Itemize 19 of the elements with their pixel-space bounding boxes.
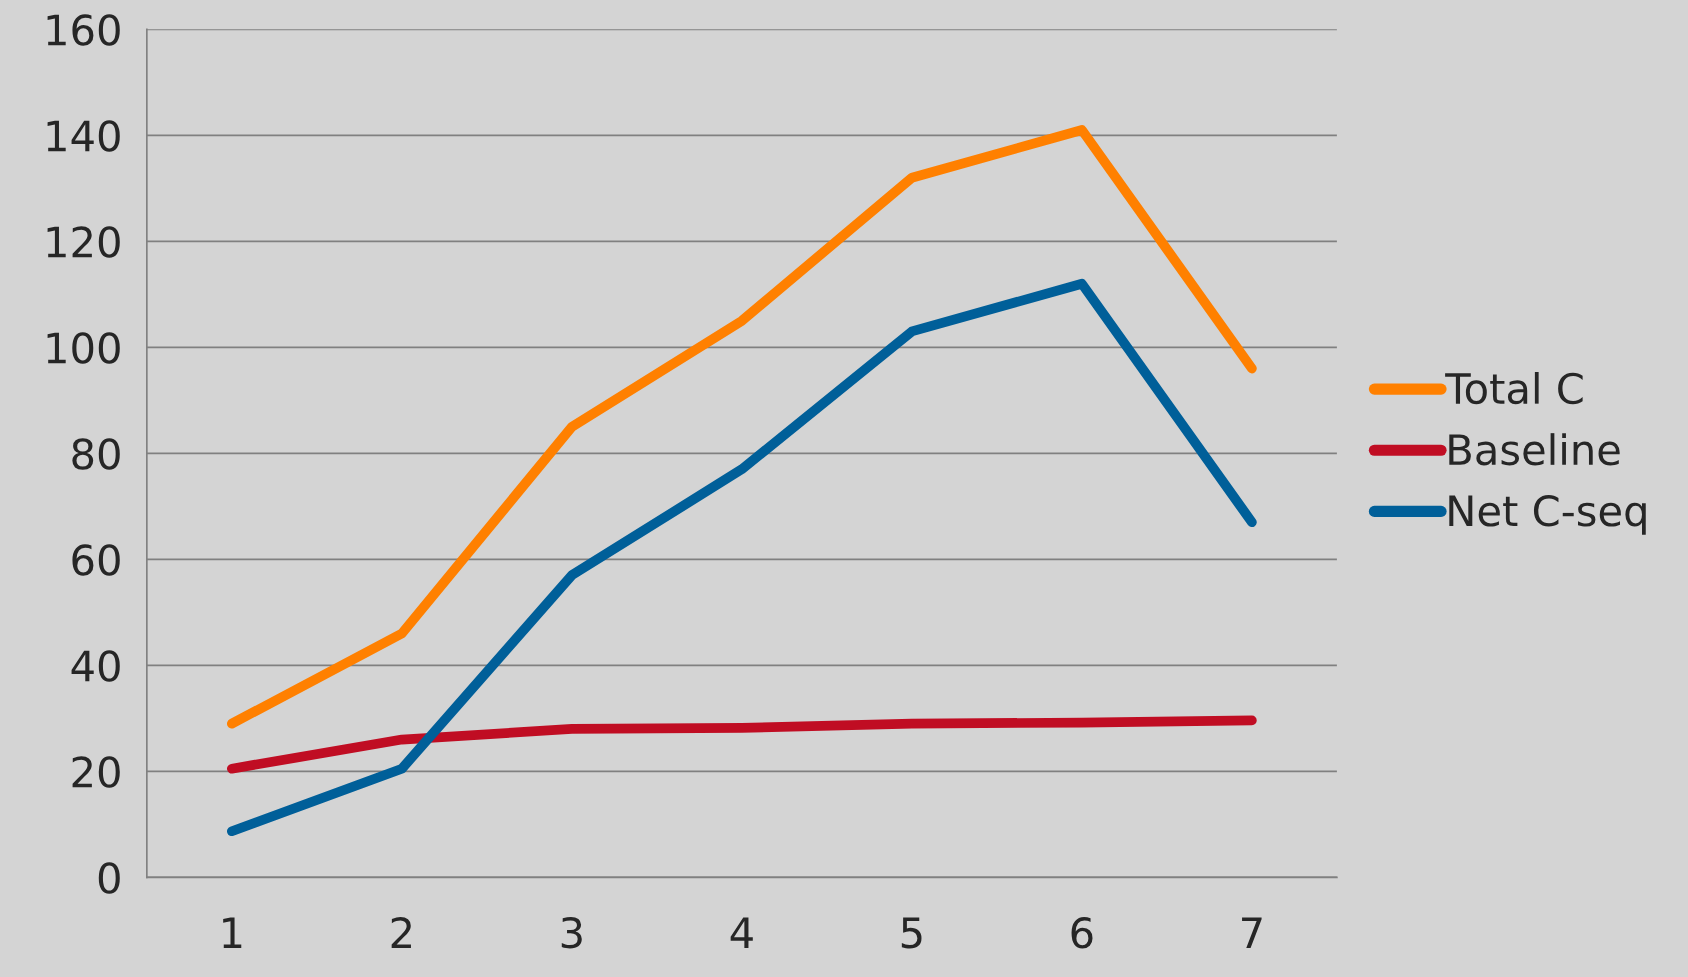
x-tick-label: 6	[1071, 916, 1093, 949]
y-tick-label: 20	[72, 756, 120, 788]
y-tick-label: 120	[47, 226, 120, 258]
x-tick-label: 5	[901, 917, 922, 949]
legend-label: Baseline	[1449, 433, 1620, 466]
x-tick-label: 7	[1242, 917, 1262, 948]
y-tick-label: 40	[71, 650, 120, 682]
y-tick-label: 100	[47, 332, 120, 364]
y-tick-label: 160	[47, 14, 120, 46]
y-tick-label: 140	[47, 120, 120, 152]
x-tick-label: 1	[223, 917, 242, 948]
legend-label: Total C	[1445, 372, 1583, 405]
x-tick-label: 4	[730, 917, 753, 948]
legend-label: Net C-seq	[1449, 495, 1646, 535]
y-tick-label: 80	[72, 438, 120, 470]
x-tick-label: 3	[561, 916, 582, 949]
x-tick-label: 2	[391, 916, 411, 948]
y-tick-label: 0	[98, 862, 120, 894]
y-tick-label: 60	[72, 544, 120, 576]
